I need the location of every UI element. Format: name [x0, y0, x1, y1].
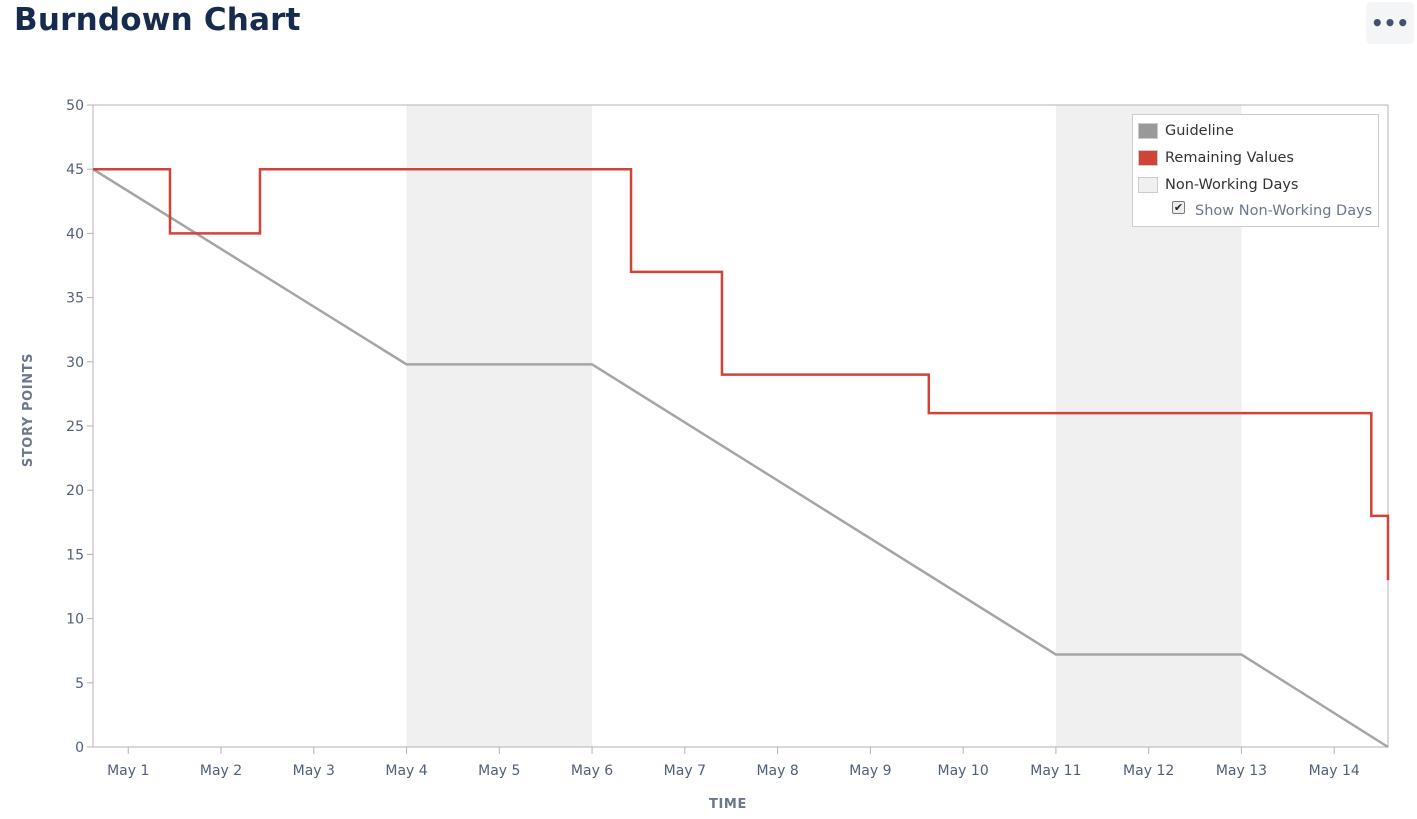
y-tick-label: 10 [66, 612, 84, 628]
legend-label-guideline: Guideline [1165, 123, 1234, 139]
y-tick-label: 35 [66, 291, 84, 307]
legend-label-non-working-days: Non-Working Days [1165, 177, 1299, 193]
x-tick-label: May 5 [478, 763, 520, 779]
x-axis: May 1 May 2 May 3 May 4 May 5 May 6 May 7 May 8… [107, 747, 1360, 779]
legend-swatch-guideline [1138, 123, 1158, 139]
x-tick-label: May 12 [1123, 763, 1174, 779]
x-tick-label: May 14 [1309, 763, 1360, 779]
x-tick-label: May 3 [293, 763, 335, 779]
y-tick-label: 0 [75, 740, 84, 756]
y-tick-label: 30 [66, 355, 84, 371]
show-non-working-days-label: Show Non-Working Days [1195, 203, 1373, 219]
y-tick-label: 40 [66, 226, 84, 242]
legend-swatch-remaining-values [1138, 150, 1158, 166]
x-tick-label: May 4 [385, 763, 427, 779]
y-axis: 0 5 10 15 20 25 30 35 40 45 50 [66, 98, 93, 756]
legend-item-guideline: Guideline [1138, 121, 1234, 141]
x-tick-label: May 1 [107, 763, 149, 779]
y-tick-label: 15 [66, 547, 84, 563]
y-tick-label: 45 [66, 162, 84, 178]
page-title: Burndown Chart [14, 2, 301, 38]
show-non-working-days-toggle[interactable]: ✔ Show Non-Working Days [1172, 200, 1373, 219]
x-axis-title: TIME [709, 797, 747, 812]
x-tick-label: May 7 [664, 763, 706, 779]
x-tick-label: May 8 [756, 763, 798, 779]
legend-swatch-non-working-days [1138, 177, 1158, 193]
y-tick-label: 20 [66, 483, 84, 499]
x-tick-label: May 13 [1216, 763, 1267, 779]
y-axis-title: STORY POINTS [21, 353, 36, 467]
y-tick-label: 25 [66, 419, 84, 435]
series-layer [92, 167, 1390, 749]
y-tick-label: 5 [75, 676, 84, 692]
chart-legend: Guideline Remaining Values Non-Working D… [1132, 114, 1379, 227]
x-tick-label: May 10 [938, 763, 989, 779]
non-working-days-layer [406, 105, 1242, 747]
series-line-guideline [92, 168, 1389, 749]
x-tick-label: May 9 [849, 763, 891, 779]
x-tick-label: May 6 [571, 763, 613, 779]
y-tick-label: 50 [66, 98, 84, 114]
series-line-remaining-values [93, 167, 1390, 581]
legend-label-remaining-values: Remaining Values [1165, 150, 1294, 166]
x-tick-label: May 2 [200, 763, 242, 779]
non-working-days-band-1 [406, 105, 593, 747]
legend-item-non-working-days: Non-Working Days [1138, 175, 1299, 195]
x-tick-label: May 11 [1030, 763, 1081, 779]
more-actions-button[interactable]: ••• [1366, 2, 1414, 44]
show-non-working-days-checkbox[interactable]: ✔ [1172, 200, 1185, 214]
legend-item-remaining-values: Remaining Values [1138, 148, 1294, 168]
